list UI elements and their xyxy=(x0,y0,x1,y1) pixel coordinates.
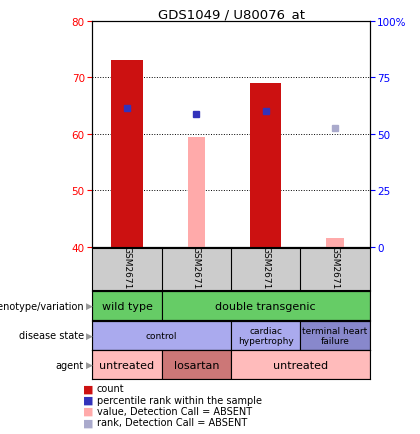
Text: GSM26711: GSM26711 xyxy=(261,245,270,294)
Bar xyxy=(92,321,231,350)
Text: ■: ■ xyxy=(83,406,94,416)
Bar xyxy=(92,351,162,379)
Text: ▶: ▶ xyxy=(86,331,93,340)
Text: ■: ■ xyxy=(83,395,94,404)
Text: value, Detection Call = ABSENT: value, Detection Call = ABSENT xyxy=(97,406,252,416)
Text: losartan: losartan xyxy=(173,360,219,370)
Text: count: count xyxy=(97,384,124,393)
Text: wild type: wild type xyxy=(102,301,152,311)
Bar xyxy=(326,239,344,247)
Text: ■: ■ xyxy=(83,418,94,427)
Bar xyxy=(300,321,370,350)
Bar xyxy=(231,321,300,350)
Text: disease state: disease state xyxy=(19,331,84,340)
Text: untreated: untreated xyxy=(273,360,328,370)
Title: GDS1049 / U80076_at: GDS1049 / U80076_at xyxy=(158,7,304,20)
Text: GSM26713: GSM26713 xyxy=(123,245,131,294)
Text: control: control xyxy=(146,331,178,340)
Text: genotype/variation: genotype/variation xyxy=(0,301,84,311)
Text: double transgenic: double transgenic xyxy=(215,301,316,311)
Text: terminal heart
failure: terminal heart failure xyxy=(302,326,368,345)
Text: rank, Detection Call = ABSENT: rank, Detection Call = ABSENT xyxy=(97,418,247,427)
Text: ▶: ▶ xyxy=(86,302,93,310)
Bar xyxy=(231,351,370,379)
Bar xyxy=(250,84,281,247)
Text: agent: agent xyxy=(56,360,84,370)
Bar xyxy=(162,351,231,379)
Bar xyxy=(111,61,143,247)
Text: percentile rank within the sample: percentile rank within the sample xyxy=(97,395,262,404)
Text: ▶: ▶ xyxy=(86,361,93,369)
Bar xyxy=(188,137,205,247)
Text: untreated: untreated xyxy=(100,360,155,370)
Text: GSM26710: GSM26710 xyxy=(331,245,339,294)
Text: cardiac
hypertrophy: cardiac hypertrophy xyxy=(238,326,294,345)
Text: GSM26712: GSM26712 xyxy=(192,245,201,294)
Text: ■: ■ xyxy=(83,384,94,393)
Bar xyxy=(92,292,162,320)
Bar xyxy=(162,292,370,320)
